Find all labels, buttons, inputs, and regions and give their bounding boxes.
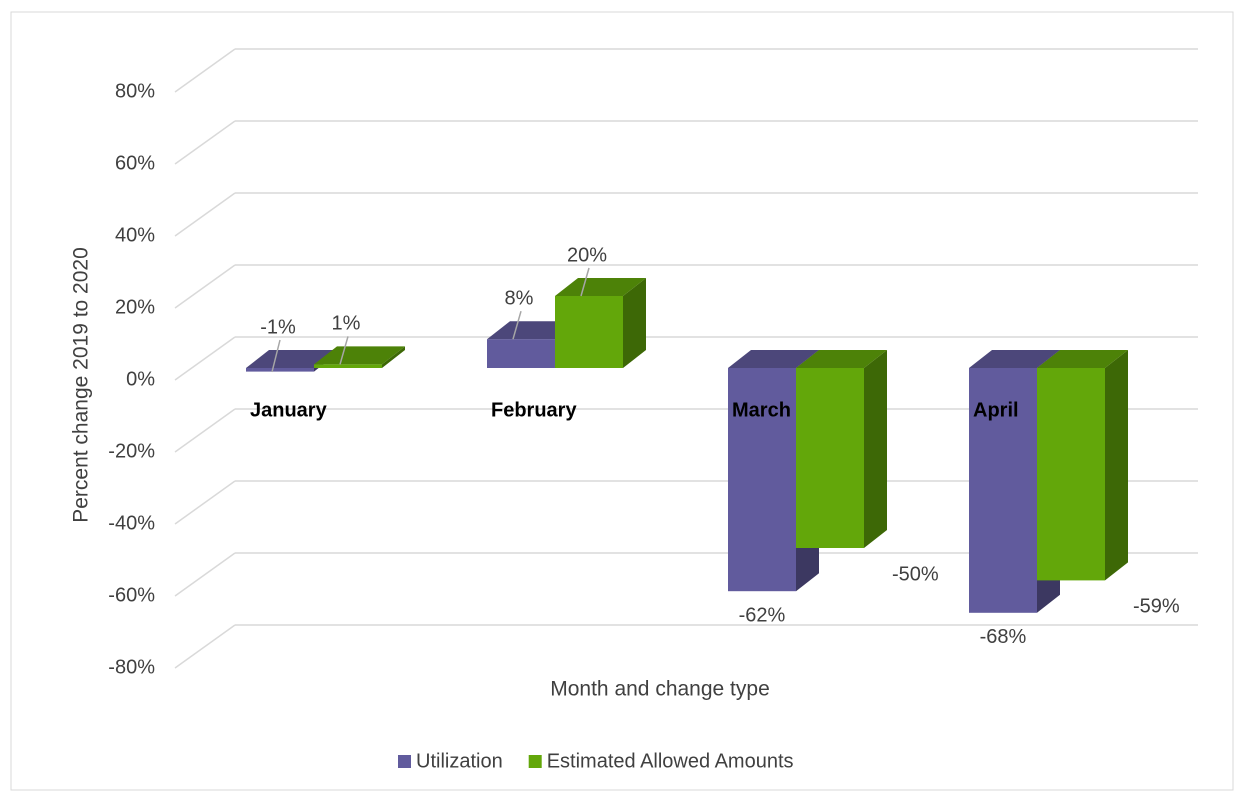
- bar-top: [969, 350, 1060, 368]
- x-tick-label: March: [732, 399, 791, 421]
- y-tick-label: 40%: [115, 224, 155, 246]
- bar: [796, 368, 864, 548]
- data-label: 1%: [332, 313, 361, 335]
- data-label: -59%: [1133, 596, 1180, 618]
- x-tick-label: April: [973, 399, 1019, 421]
- y-tick-label: -80%: [108, 656, 155, 678]
- data-label: -68%: [980, 626, 1027, 648]
- data-label: 8%: [505, 287, 534, 309]
- legend-label: Estimated Allowed Amounts: [547, 750, 794, 772]
- bar-side: [1105, 350, 1128, 581]
- y-tick-label: 20%: [115, 296, 155, 318]
- x-tick-label: January: [250, 399, 328, 421]
- y-tick-label: 80%: [115, 80, 155, 102]
- y-axis-title: Percent change 2019 to 2020: [70, 247, 93, 523]
- leader-line: [339, 336, 349, 365]
- data-label: 20%: [567, 244, 607, 266]
- grid-line-depth: [174, 408, 236, 453]
- x-tick-label: February: [491, 399, 577, 421]
- y-tick-label: -60%: [108, 584, 155, 606]
- legend-swatch: [528, 755, 542, 768]
- bar: [728, 368, 796, 592]
- data-label: -1%: [260, 316, 296, 338]
- bar: [1037, 368, 1105, 581]
- bar-top: [555, 278, 646, 296]
- bar-side: [864, 350, 887, 548]
- bar-top: [728, 350, 819, 368]
- bar: [246, 368, 314, 372]
- x-axis-title: Month and change type: [550, 678, 770, 701]
- bar: [487, 339, 555, 368]
- grid-line-depth: [174, 48, 236, 93]
- data-label: -50%: [892, 563, 939, 585]
- legend-label: Utilization: [416, 750, 503, 772]
- grid-line-depth: [174, 264, 236, 309]
- bar: [314, 364, 382, 368]
- bar-top: [314, 346, 405, 365]
- grid-line-depth: [174, 624, 236, 669]
- y-tick-label: 0%: [126, 368, 155, 390]
- bar: [969, 368, 1037, 613]
- grid-line-depth: [174, 336, 236, 381]
- y-tick-label: -20%: [108, 440, 155, 462]
- grid-line-depth: [174, 120, 236, 165]
- grid-line-depth: [174, 552, 236, 597]
- leader-line: [271, 339, 281, 373]
- grid-line-depth: [174, 480, 236, 525]
- bar-top: [796, 350, 887, 368]
- bar: [555, 296, 623, 368]
- grid-line-depth: [174, 192, 236, 237]
- bar-side: [623, 278, 646, 368]
- y-tick-label: -40%: [108, 512, 155, 534]
- legend-swatch: [398, 755, 411, 768]
- bar-top: [246, 350, 337, 368]
- y-tick-label: 60%: [115, 152, 155, 174]
- bar-top: [1037, 350, 1128, 368]
- leader-line: [512, 310, 522, 340]
- bar-side: [382, 346, 405, 368]
- leader-line: [580, 267, 590, 297]
- data-label: -62%: [739, 604, 786, 626]
